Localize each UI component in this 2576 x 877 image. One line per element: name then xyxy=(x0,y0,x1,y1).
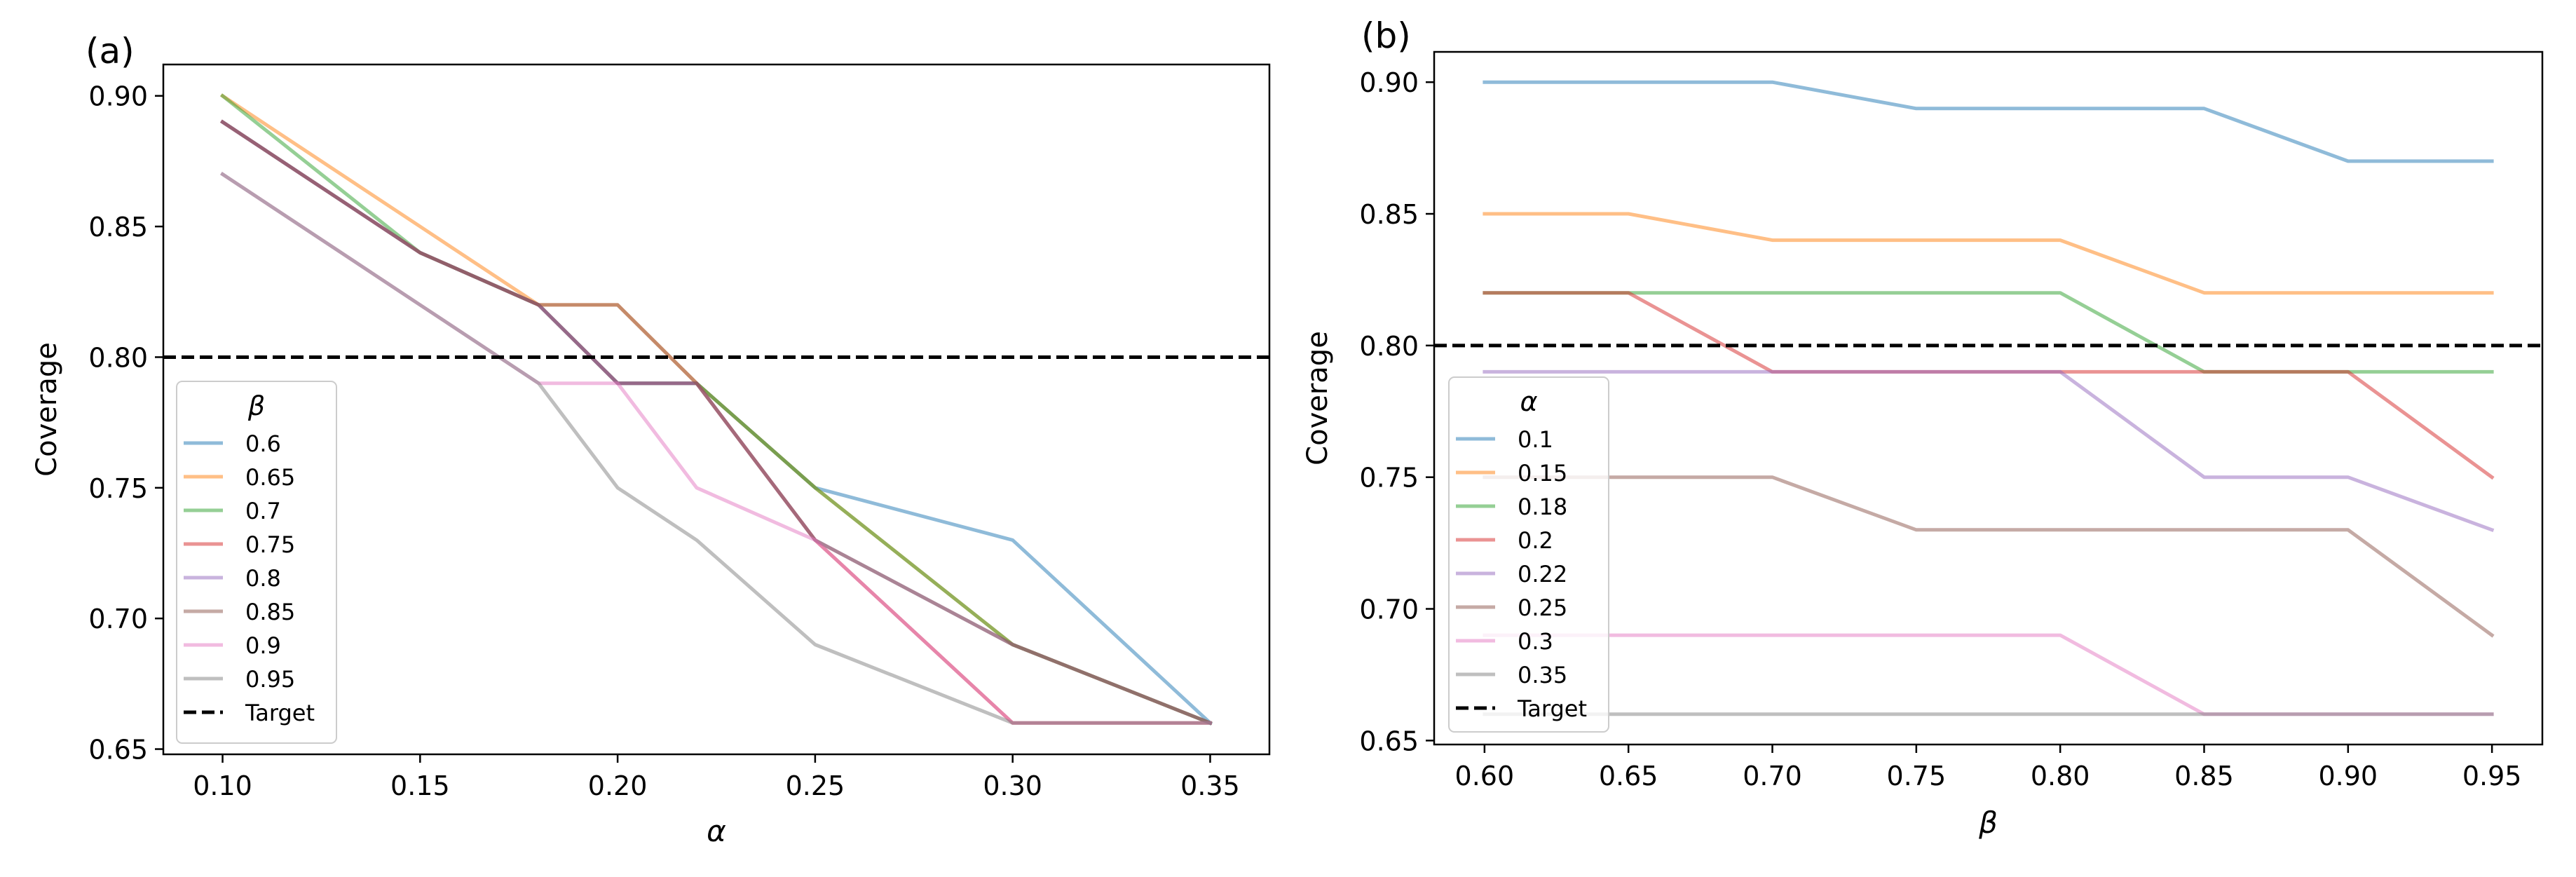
panel-b-legend-label-1: 0.15 xyxy=(1518,460,1567,487)
panel-b-x-tick-label: 0.90 xyxy=(2319,761,2378,791)
panel-a-axes-frame xyxy=(162,63,1271,756)
panel-a-legend-label-3: 0.75 xyxy=(245,531,295,558)
panel-b-legend-label-8: Target xyxy=(1517,695,1587,722)
panel-b-series-line-4 xyxy=(1483,369,2495,533)
panel-a-legend-label-7: 0.95 xyxy=(245,666,295,693)
panel-a-series-line-5 xyxy=(220,119,1213,726)
panel-a-y-tick-label: 0.85 xyxy=(88,212,148,243)
panel-b-legend-label-6: 0.3 xyxy=(1518,628,1553,655)
panel-b-y-tick-label: 0.80 xyxy=(1359,331,1419,362)
panel-b-x-tick-label: 0.70 xyxy=(1743,761,1802,791)
panel-a-x-tick-label: 0.25 xyxy=(786,770,845,801)
panel-a-series-line-6 xyxy=(220,172,1212,725)
panel-b-legend-label-4: 0.22 xyxy=(1518,561,1567,587)
panel-a-y-tick-label: 0.65 xyxy=(88,735,148,766)
panel-b-x-tick-label: 0.95 xyxy=(2462,761,2522,791)
panel-b-x-tick-label: 0.65 xyxy=(1599,761,1658,791)
panel-a-x-tick-label: 0.10 xyxy=(193,770,252,801)
panel-b-x-tick-label: 0.85 xyxy=(2174,761,2234,791)
panel-a-y-tick-label: 0.70 xyxy=(88,604,148,634)
panel-a-legend-label-1: 0.65 xyxy=(245,464,295,491)
panel-b-legend-label-3: 0.2 xyxy=(1518,527,1553,554)
panel-a-y-tick-label: 0.90 xyxy=(88,81,148,112)
panel-b-y-tick-label: 0.90 xyxy=(1359,67,1419,98)
panel-b-legend-label-5: 0.25 xyxy=(1518,594,1567,621)
panel-a-legend-label-8: Target xyxy=(245,700,315,726)
panel-b-legend-label-0: 0.1 xyxy=(1518,426,1553,453)
panel-a-x-tick-label: 0.30 xyxy=(983,770,1042,801)
panel-b-legend-label-7: 0.35 xyxy=(1518,662,1567,688)
panel-b-series-line-6 xyxy=(1483,633,2494,716)
panel-a-y-tick-label: 0.75 xyxy=(88,473,148,504)
panel-b-series-line-0 xyxy=(1483,80,2494,163)
panel-a-x-tick-label: 0.35 xyxy=(1180,770,1240,801)
panel-a-x-axis-label: α xyxy=(707,814,726,848)
panel-a-legend-label-4: 0.8 xyxy=(245,565,281,592)
panel-a-legend-box xyxy=(176,381,337,744)
panel-b-legend-box xyxy=(1448,376,1609,733)
panel-a: (a) 0.10 0.15 0.20 0.25 0.30 0.35 0.65 0.70 0.75 0… xyxy=(31,31,1271,848)
panel-b-panel-label: (b) xyxy=(1361,15,1411,56)
panel-a-series-line-7 xyxy=(220,172,1212,725)
panel-a-legend-label-5: 0.85 xyxy=(245,599,295,625)
panel-b-y-tick-label: 0.70 xyxy=(1359,594,1419,625)
panel-b-legend-title: α xyxy=(1520,386,1537,417)
panel-a-y-axis-label: Coverage xyxy=(31,342,63,477)
panel-b-series-line-1 xyxy=(1483,212,2494,295)
panel-b-axes-frame xyxy=(1433,50,2544,746)
panel-b-x-tick-label: 0.75 xyxy=(1887,761,1947,791)
panel-a-legend-label-0: 0.6 xyxy=(245,430,281,457)
panel-b-x-tick-label: 0.60 xyxy=(1455,761,1515,791)
panel-a-x-tick-label: 0.15 xyxy=(390,770,450,801)
panel-a-legend-label-6: 0.9 xyxy=(245,632,281,659)
panel-b: (b) 0.60 0.65 0.70 0.75 0.80 0.85 0.90 0.95 0.65 0… xyxy=(1302,15,2544,840)
panel-b-series-line-3 xyxy=(1483,291,2495,480)
panel-a-panel-label: (a) xyxy=(86,31,135,72)
panel-b-series-line-5 xyxy=(1483,475,2495,638)
panel-b-x-tick-label: 0.80 xyxy=(2031,761,2090,791)
panel-b-x-axis-label: β xyxy=(1978,805,1998,840)
panel-b-series-line-2 xyxy=(1483,291,2494,374)
panel-a-legend-title: β xyxy=(247,390,265,421)
panel-b-y-axis-label: Coverage xyxy=(1302,331,1334,465)
panel-a-y-tick-label: 0.80 xyxy=(88,342,148,373)
panel-a-x-tick-label: 0.20 xyxy=(588,770,648,801)
panel-a-legend-label-2: 0.7 xyxy=(245,498,281,524)
panel-b-y-tick-label: 0.85 xyxy=(1359,199,1419,230)
panel-b-y-tick-label: 0.65 xyxy=(1359,726,1419,756)
panel-b-legend-label-2: 0.18 xyxy=(1518,494,1567,520)
panel-b-y-tick-label: 0.75 xyxy=(1359,463,1419,494)
